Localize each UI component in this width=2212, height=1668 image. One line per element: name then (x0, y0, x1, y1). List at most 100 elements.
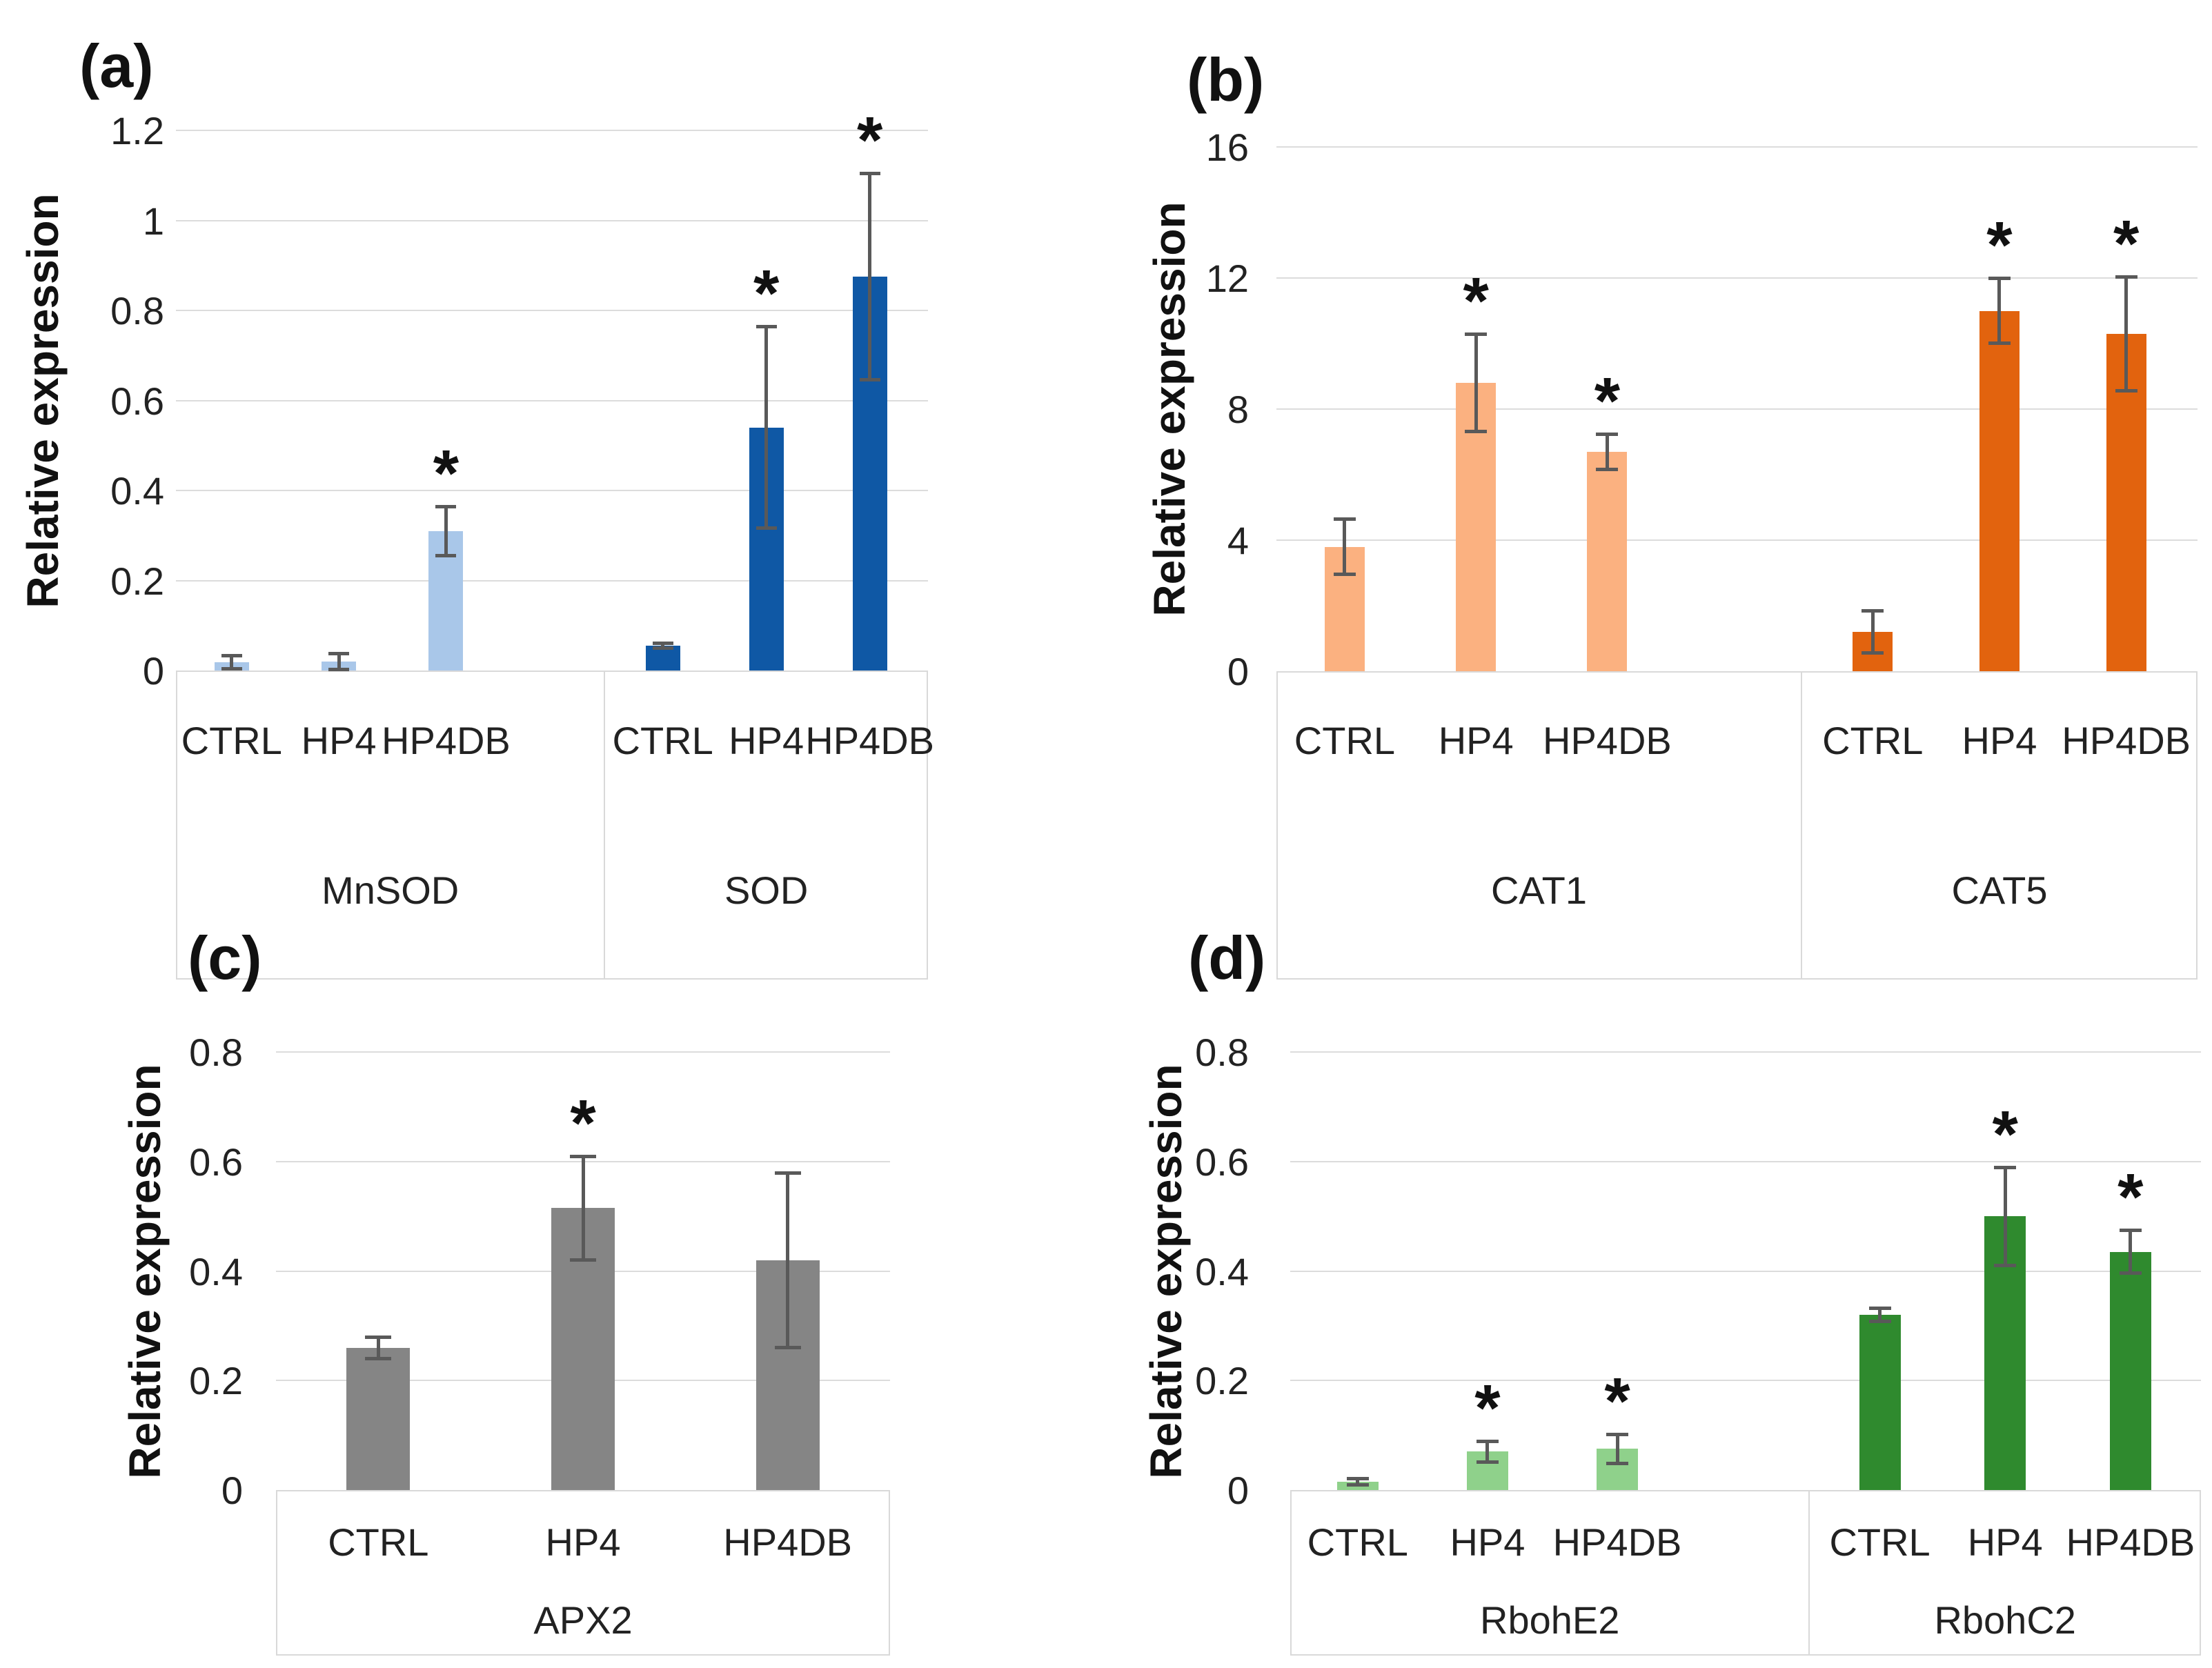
gridline (276, 1051, 890, 1053)
error-bar-cap-top (1465, 332, 1488, 336)
error-bar-line (2003, 1166, 2007, 1266)
error-bar-cap-bottom (365, 1356, 392, 1360)
error-bar-cap-top (1333, 517, 1356, 522)
error-bar-line (868, 172, 872, 381)
error-bar-cap-bottom (328, 667, 350, 671)
x-tick-label: CTRL (1294, 719, 1396, 762)
error-bar-cap-bottom (1596, 467, 1619, 471)
error-bar-line (1356, 1478, 1360, 1485)
error-bar-line (1870, 610, 1875, 653)
group-label: CAT1 (1490, 868, 1587, 912)
significance-asterisk: * (1474, 1371, 1501, 1445)
y-tick-label: 0 (142, 649, 164, 693)
gridline (176, 310, 928, 311)
error-bar-line (1997, 278, 2002, 344)
bar-CAT1-HP4DB (1587, 451, 1628, 671)
error-bar-line (2129, 1229, 2133, 1274)
gridline (1290, 1270, 2201, 1272)
error-bar-line (1343, 519, 1347, 575)
error-bar-cap-top (859, 171, 880, 175)
x-tick-label: HP4 (1962, 719, 2037, 762)
error-bar-cap-bottom (1988, 341, 2011, 345)
error-bar-cap-top (1606, 1433, 1628, 1437)
y-tick-label: 0.2 (1195, 1359, 1249, 1403)
error-bar-cap-top (2119, 1228, 2142, 1232)
error-bar-line (444, 506, 448, 556)
error-bar-cap-top (365, 1335, 392, 1339)
panel-letter: (d) (1188, 924, 1266, 992)
x-tick-label: CTRL (1829, 1520, 1930, 1564)
error-bar-cap-top (221, 654, 242, 658)
significance-asterisk: * (2113, 206, 2140, 281)
significance-asterisk: * (1604, 1364, 1630, 1439)
x-tick-label: CTRL (612, 719, 713, 762)
error-bar-cap-top (1994, 1165, 2017, 1169)
error-bar-cap-top (652, 642, 673, 646)
y-tick-label: 1 (142, 199, 164, 243)
significance-asterisk: * (2117, 1160, 2144, 1234)
error-bar-line (661, 643, 665, 649)
error-bar-cap-top (1868, 1307, 1891, 1311)
significance-asterisk: * (433, 436, 460, 510)
x-tick-label: CTRL (181, 719, 282, 762)
error-bar-line (581, 1155, 585, 1260)
gridline (176, 219, 928, 221)
error-bar-cap-bottom (1465, 430, 1488, 434)
error-bar-cap-bottom (1994, 1263, 2017, 1267)
group-divider (1808, 1490, 1810, 1656)
group-label: APX2 (533, 1598, 633, 1642)
gridline (1276, 277, 2198, 279)
group-label: RbohC2 (1934, 1598, 2076, 1642)
group-divider (604, 671, 606, 980)
error-bar-cap-bottom (1862, 651, 1884, 655)
error-bar-cap-bottom (1868, 1319, 1891, 1323)
x-tick-label: HP4DB (382, 719, 511, 762)
error-bar-cap-top (1346, 1477, 1369, 1481)
error-bar-line (337, 653, 341, 670)
x-tick-label: HP4DB (1543, 719, 1672, 762)
group-label: RbohE2 (1480, 1598, 1620, 1642)
group-label: SOD (724, 868, 809, 912)
y-tick-label: 16 (1205, 126, 1249, 169)
gridline (1276, 539, 2198, 541)
error-bar-cap-bottom (756, 526, 777, 530)
y-tick-label: 0.8 (1195, 1031, 1249, 1074)
bar-CAT5-HP4 (1979, 310, 2020, 671)
significance-asterisk: * (1986, 208, 2013, 282)
y-tick-label: 0.6 (189, 1140, 243, 1184)
y-tick-label: 0 (1227, 1469, 1249, 1512)
significance-asterisk: * (1992, 1097, 2018, 1171)
error-bar-cap-top (756, 324, 777, 328)
bar-RbohC2-CTRL (1859, 1315, 1901, 1490)
error-bar-cap-top (1596, 432, 1619, 436)
gridline (176, 130, 928, 131)
error-bar-cap-bottom (2115, 388, 2137, 393)
gridline (176, 490, 928, 491)
x-tick-label: CTRL (1307, 1520, 1408, 1564)
error-bar-cap-bottom (1346, 1482, 1369, 1487)
error-bar-cap-top (774, 1171, 801, 1175)
error-bar-cap-top (328, 652, 350, 656)
y-tick-label: 0.4 (189, 1249, 243, 1293)
gridline (1290, 1380, 2201, 1382)
x-tick-label: HP4 (1438, 719, 1514, 762)
y-tick-label: 0 (1227, 650, 1249, 693)
bar-APX2-CTRL (346, 1347, 411, 1490)
category-axis-box (176, 671, 928, 980)
gridline (1290, 1160, 2201, 1162)
error-bar-cap-bottom (1333, 572, 1356, 576)
error-bar-line (2124, 276, 2129, 391)
panel-letter: (c) (188, 924, 262, 992)
y-tick-label: 0.8 (189, 1031, 243, 1074)
gridline (1276, 408, 2198, 410)
x-tick-label: HP4 (545, 1520, 621, 1564)
error-bar-cap-bottom (652, 646, 673, 651)
group-divider (1800, 671, 1802, 980)
error-bar-line (1474, 333, 1478, 433)
panel-letter: (b) (1187, 46, 1265, 114)
group-label: CAT5 (1951, 868, 2048, 912)
panel-letter: (a) (79, 32, 154, 100)
error-bar-cap-top (1988, 277, 2011, 280)
error-bar-cap-top (570, 1154, 596, 1158)
